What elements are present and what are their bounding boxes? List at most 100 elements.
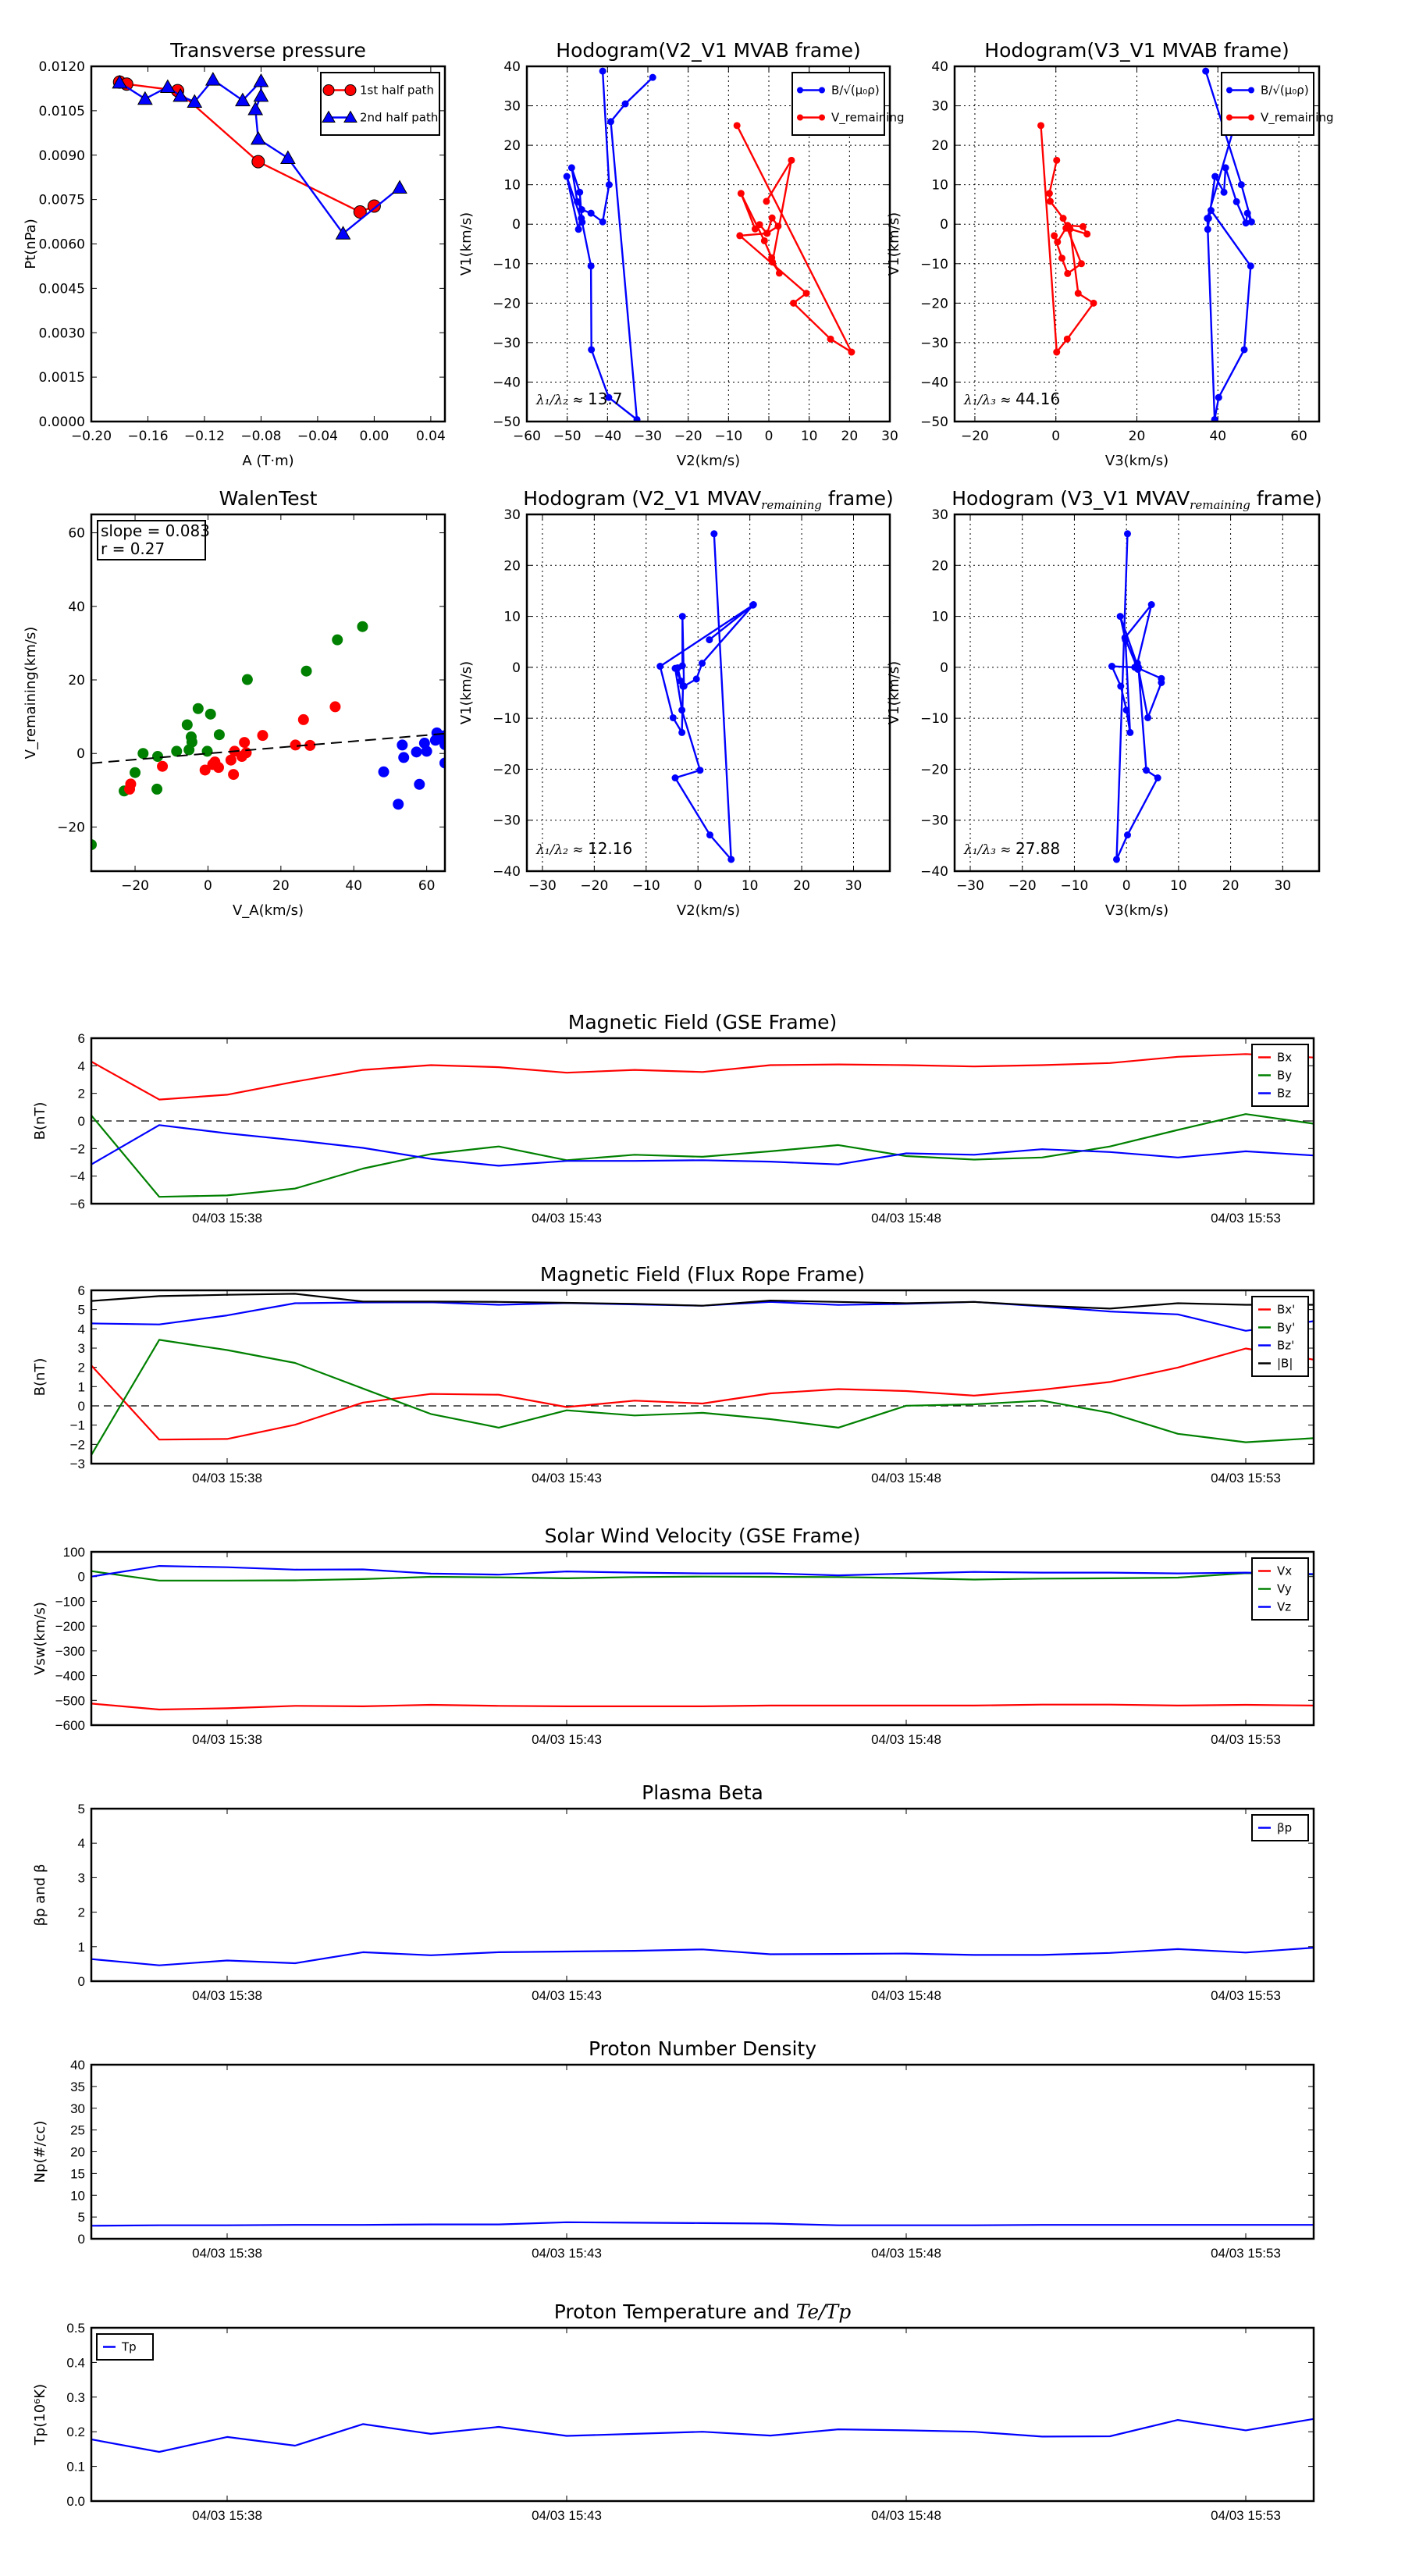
x-tick-label: −20 — [580, 878, 608, 894]
chart-title: Magnetic Field (Flux Rope Frame) — [540, 1263, 865, 1286]
y-tick-label: 0.0000 — [39, 415, 85, 430]
data-point — [1202, 67, 1210, 75]
data-point — [574, 197, 582, 205]
data-point — [414, 778, 425, 790]
y-tick-label: 15 — [70, 2166, 85, 2181]
y-tick-label: 0.0090 — [39, 148, 85, 164]
data-point — [1144, 713, 1152, 721]
x-tick-label: 0 — [694, 878, 702, 894]
data-point — [678, 613, 686, 621]
y-tick-label: 20 — [70, 2145, 85, 2160]
series-np-line — [91, 2221, 1314, 2227]
x-tick-label: 04/03 15:53 — [1211, 2246, 1281, 2261]
data-point — [599, 67, 606, 75]
legend-item: Bx — [1258, 1051, 1292, 1065]
x-tick-label: −40 — [593, 429, 621, 444]
data-point — [751, 225, 759, 233]
x-tick-label: 0.00 — [359, 429, 389, 444]
y-tick-label: −10 — [920, 711, 948, 727]
y-tick-label: 2 — [78, 1361, 85, 1375]
data-layer — [563, 67, 855, 422]
data-point — [240, 747, 252, 759]
y-tick-label: 0 — [78, 1114, 85, 1129]
legend: Vx Vy Vz — [1251, 1557, 1309, 1621]
legend-item: By — [1258, 1069, 1292, 1083]
data-point — [802, 290, 810, 297]
data-point — [1222, 164, 1229, 172]
y-tick-label: 3 — [78, 1341, 85, 1356]
data-point — [1220, 188, 1228, 196]
data-point — [151, 783, 163, 795]
y-tick-label: 3 — [78, 1870, 85, 1885]
x-tick-label: 04/03 15:38 — [192, 2246, 262, 2261]
y-tick-label: 10 — [70, 2188, 85, 2203]
data-point — [1117, 682, 1125, 690]
legend-item: 1st half path — [322, 84, 434, 98]
legend-label: B/√(μ₀ρ) — [831, 84, 880, 98]
x-tick-label: 04/03 15:48 — [871, 2508, 941, 2523]
data-point — [1247, 218, 1255, 226]
legend-label: By — [1277, 1069, 1292, 1083]
legend: Bx' By' Bz' |B| — [1251, 1296, 1309, 1377]
data-point — [1154, 774, 1161, 782]
panel-np: Proton Number Density 0 5 10 15 20 25 30 35 40 04/… — [32, 2037, 1315, 2261]
x-tick-label: 04/03 15:53 — [1211, 1988, 1281, 2003]
data-point — [1074, 290, 1082, 297]
data-point — [151, 751, 163, 763]
data-point — [1062, 224, 1070, 232]
title-text: Hodogram (V2_V1 MVAV — [523, 487, 761, 510]
panel-pt: Transverse pressure 0.0000 0.0015 0.0030 0.0… — [23, 39, 446, 469]
x-tick-label: 20 — [841, 429, 859, 444]
data-point — [125, 778, 137, 790]
y-tick-label: −1 — [70, 1418, 85, 1433]
legend-item: Vy — [1258, 1582, 1292, 1596]
y-tick-label: 20 — [503, 558, 521, 574]
data-point — [649, 73, 656, 81]
data-point — [578, 215, 585, 222]
y-tick-label: 0 — [78, 1974, 85, 1989]
data-layer — [91, 1053, 1314, 1198]
data-point — [257, 730, 269, 742]
data-point — [378, 766, 389, 777]
data-point — [671, 774, 679, 782]
data-point — [1108, 663, 1115, 671]
y-tick-label: −2 — [70, 1141, 85, 1156]
data-point — [137, 91, 153, 105]
axes-frame — [953, 513, 1321, 873]
data-point — [1112, 856, 1120, 863]
y-tick-label: 0.0 — [66, 2494, 85, 2509]
y-tick-label: 0 — [78, 1570, 85, 1585]
x-tick-label: −0.04 — [297, 429, 338, 444]
data-point — [225, 754, 237, 766]
axes-frame — [90, 2326, 1315, 2503]
legend-item: Vz — [1258, 1600, 1291, 1614]
axes-frame — [953, 65, 1321, 423]
title-text: Hodogram(V2_V1 MVAB frame) — [556, 39, 860, 62]
data-point — [439, 757, 445, 769]
y-tick-label: −30 — [493, 336, 521, 351]
legend-item: B/√(μ₀ρ) — [1226, 84, 1309, 98]
y-tick-label: −3 — [70, 1457, 85, 1471]
legend-label: Vx — [1277, 1564, 1292, 1578]
data-point — [763, 197, 770, 205]
fit-stats-box — [97, 520, 206, 560]
data-point — [736, 232, 744, 240]
data-point — [439, 736, 445, 748]
y-tick-label: −500 — [55, 1693, 85, 1708]
y-axis-label: B(nT) — [32, 1102, 48, 1140]
data-point — [1090, 299, 1097, 307]
legend-box — [320, 72, 440, 136]
y-tick-label: −20 — [493, 296, 521, 311]
data-point — [679, 682, 687, 690]
eigenvalue-ratio-label: λ₁/λ₂ ≈ 13.7 — [535, 390, 623, 408]
axes-frame — [525, 65, 891, 423]
data-point — [1046, 197, 1054, 205]
data-point — [769, 258, 777, 266]
data-point — [1051, 232, 1058, 240]
y-axis-label: Vsw(km/s) — [32, 1602, 48, 1675]
y-tick-label: 0 — [512, 217, 521, 233]
chart-title: Plasma Beta — [642, 1781, 763, 1804]
data-layer — [91, 1293, 1314, 1456]
x-tick-label: 04/03 15:48 — [871, 1211, 941, 1226]
x-axis-label: V2(km/s) — [677, 453, 740, 469]
